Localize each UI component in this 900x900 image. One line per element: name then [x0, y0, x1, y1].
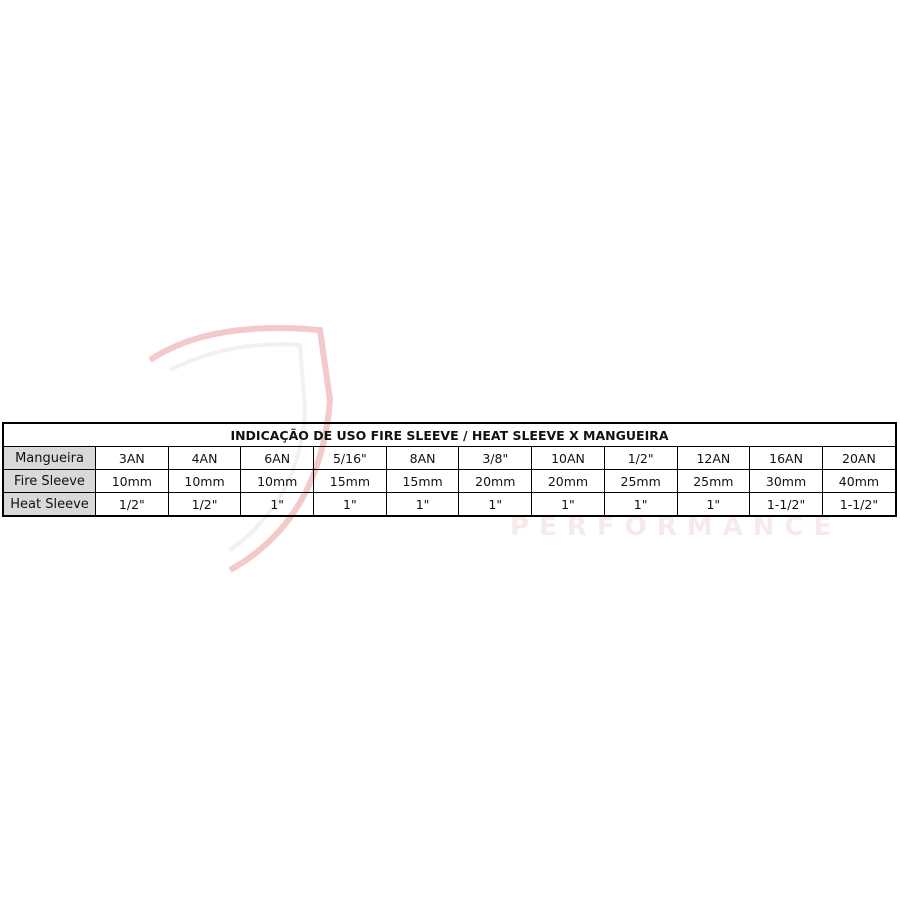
table-cell: 20AN [821, 446, 897, 470]
table-row: Heat Sleeve 1/2" 1/2" 1" 1" 1" 1" 1" 1" 1" 1-1/2" 1… [2, 492, 897, 517]
table-title: INDICAÇÃO DE USO FIRE SLEEVE / HEAT SLEE… [2, 422, 897, 447]
table-cell: 10mm [95, 469, 169, 493]
table-cell: 1" [676, 492, 751, 517]
table-cell: 1-1/2" [749, 492, 823, 517]
table-cell: 1" [385, 492, 460, 517]
table-cell: 12AN [676, 446, 751, 470]
table-cell: 1/2" [167, 492, 242, 517]
table-cell: 40mm [821, 469, 897, 493]
table-cell: 1" [603, 492, 678, 517]
table-cell: 16AN [749, 446, 823, 470]
row-header: Heat Sleeve [2, 492, 96, 517]
row-header: Mangueira [2, 446, 96, 470]
table-cell: 8AN [385, 446, 460, 470]
table-cell: 10mm [240, 469, 315, 493]
row-header: Fire Sleeve [2, 469, 96, 493]
table-cell: 15mm [313, 469, 387, 493]
table-cell: 3/8" [458, 446, 533, 470]
table-cell: 1" [240, 492, 315, 517]
table-cell: 1" [531, 492, 605, 517]
table-cell: 1" [313, 492, 387, 517]
table-cell: 20mm [458, 469, 533, 493]
table-cell: 10mm [167, 469, 242, 493]
table-cell: 1" [458, 492, 533, 517]
title-row: INDICAÇÃO DE USO FIRE SLEEVE / HEAT SLEE… [2, 422, 897, 447]
table-cell: 1/2" [603, 446, 678, 470]
table-cell: 3AN [95, 446, 169, 470]
table-cell: 10AN [531, 446, 605, 470]
table-row: Fire Sleeve 10mm 10mm 10mm 15mm 15mm 20mm 20mm 2… [2, 469, 897, 493]
table-cell: 1-1/2" [821, 492, 897, 517]
table-cell: 30mm [749, 469, 823, 493]
table-cell: 25mm [603, 469, 678, 493]
table-cell: 1/2" [95, 492, 169, 517]
table-row: Mangueira 3AN 4AN 6AN 5/16" 8AN 3/8" 10AN 1/2" 12… [2, 446, 897, 470]
table-cell: 4AN [167, 446, 242, 470]
sleeve-usage-table: INDICAÇÃO DE USO FIRE SLEEVE / HEAT SLEE… [2, 422, 897, 517]
table-cell: 25mm [676, 469, 751, 493]
table-cell: 20mm [531, 469, 605, 493]
table-cell: 6AN [240, 446, 315, 470]
table-cell: 15mm [385, 469, 460, 493]
table-cell: 5/16" [313, 446, 387, 470]
